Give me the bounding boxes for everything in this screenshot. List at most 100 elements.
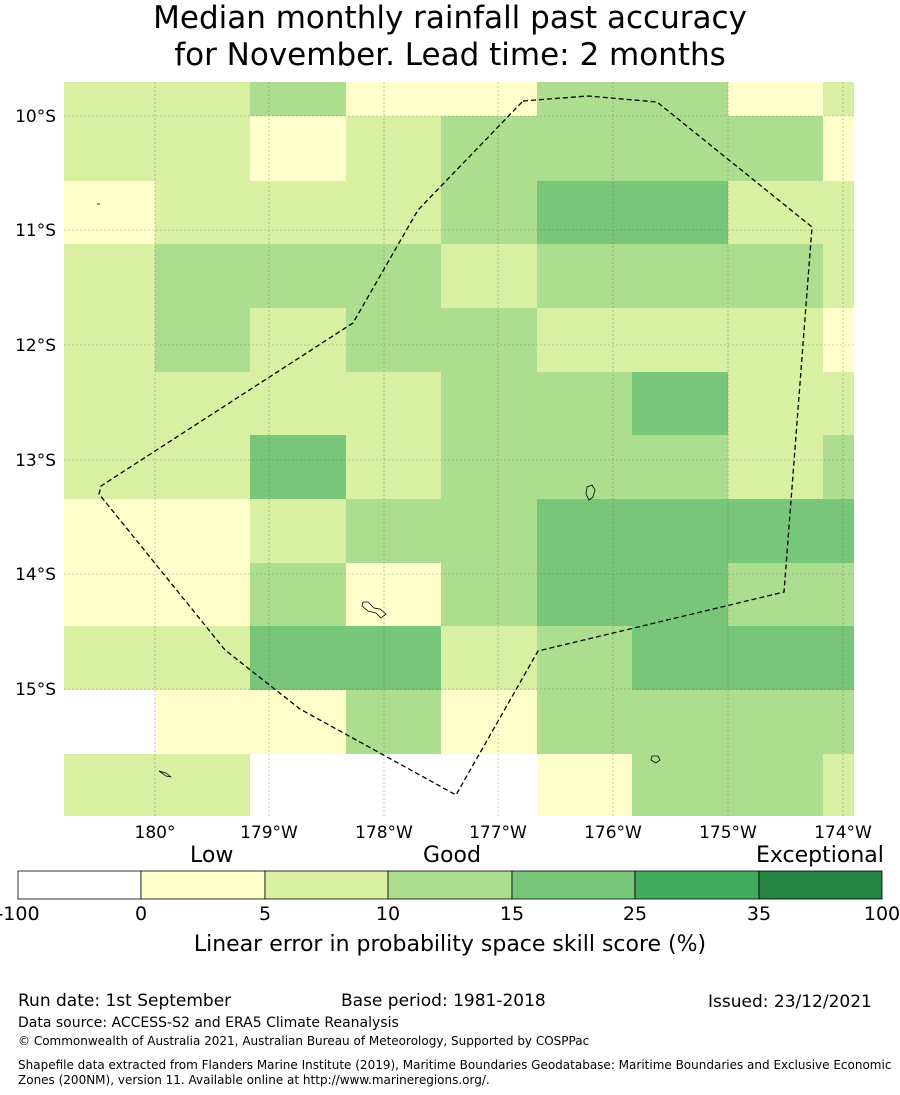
islands	[97, 203, 661, 778]
grid-cell	[64, 244, 155, 308]
shapefile-line-2: Zones (200NM), version 11. Available onl…	[18, 1073, 490, 1087]
island-west	[158, 770, 172, 778]
grid-cell	[346, 116, 441, 181]
longitude-tick-label: 177°W	[469, 823, 527, 843]
grid-cell	[728, 308, 823, 372]
grid-cell	[441, 181, 537, 244]
base-period: Base period: 1981-2018	[341, 991, 546, 1011]
grid-cell	[537, 244, 632, 308]
grid-cell	[728, 181, 823, 244]
grid-cell	[632, 626, 728, 690]
grid-cell	[346, 308, 441, 372]
grid-cell	[155, 244, 250, 308]
grid-cell	[823, 181, 854, 244]
grid-cell	[64, 690, 155, 754]
title-line-2: for November. Lead time: 2 months	[174, 37, 726, 73]
colorbar-segment	[140, 870, 266, 900]
grid-cell	[537, 626, 632, 690]
grid-cell	[823, 499, 854, 563]
longitude-tick-label: 180°	[135, 823, 176, 843]
grid-cell	[155, 82, 250, 116]
latitude-tick-label: 10°S	[15, 107, 56, 127]
issued-date: Issued: 23/12/2021	[708, 992, 872, 1012]
grid-cell	[250, 116, 346, 181]
colorbar-tick-label: 15	[500, 903, 524, 925]
grid-cell	[632, 308, 728, 372]
grid-cell	[632, 244, 728, 308]
grid-cell	[823, 754, 854, 816]
grid-cell	[250, 690, 346, 754]
title-line-1: Median monthly rainfall past accuracy	[153, 0, 747, 36]
grid-cell	[823, 626, 854, 690]
island-atafu-small	[650, 755, 661, 764]
colorbar-tick-label: 0	[135, 903, 147, 925]
data-source: Data source: ACCESS-S2 and ERA5 Climate …	[18, 1015, 399, 1031]
colorbar-tick-label: 5	[259, 903, 271, 925]
grid-cell	[346, 82, 441, 116]
grid-cell	[64, 563, 155, 626]
grid-cell	[728, 435, 823, 499]
grid-cell	[346, 244, 441, 308]
grid-cell	[728, 499, 823, 563]
longitude-tick-label: 176°W	[584, 823, 642, 843]
grid-cell	[250, 181, 346, 244]
grid-cell	[250, 372, 346, 435]
grid-cell	[250, 244, 346, 308]
grid-cell	[537, 82, 632, 116]
grid-cell	[537, 116, 632, 181]
grid-cell	[155, 754, 250, 816]
grid-cell	[64, 82, 155, 116]
grid-cell	[250, 563, 346, 626]
grid-cell	[537, 563, 632, 626]
longitude-tick-label: 178°W	[355, 823, 413, 843]
colorbar-tick-label: -100	[0, 903, 40, 925]
grid-cell	[250, 626, 346, 690]
category-good: Good	[423, 843, 481, 868]
grid-cell	[64, 626, 155, 690]
grid-cell	[346, 563, 441, 626]
grid-cell	[346, 754, 441, 816]
grid-cell	[250, 754, 346, 816]
grid-cell	[155, 181, 250, 244]
grid-cell	[346, 181, 441, 244]
grid-cell	[155, 116, 250, 181]
grid-cell	[632, 754, 728, 816]
grid-cell	[250, 308, 346, 372]
latitude-tick-label: 15°S	[15, 680, 56, 700]
longitude-tick-label: 175°W	[699, 823, 757, 843]
grid-cell	[632, 181, 728, 244]
colorbar-segment	[634, 870, 760, 900]
grid-cell	[155, 690, 250, 754]
map-title: Median monthly rainfall past accuracy fo…	[0, 0, 900, 74]
grid-cell	[537, 372, 632, 435]
grid-cell	[823, 116, 854, 181]
grid-cell	[537, 690, 632, 754]
skill-grid	[64, 82, 854, 816]
grid-cell	[64, 181, 155, 244]
colorbar	[17, 870, 883, 900]
grid-cell	[728, 244, 823, 308]
colorbar-tick-label: 35	[747, 903, 771, 925]
grid-cell	[346, 372, 441, 435]
colorbar-segment	[758, 870, 883, 900]
longitude-tick-label: 179°W	[240, 823, 298, 843]
grid-cell	[632, 563, 728, 626]
grid-cell	[632, 690, 728, 754]
grid-cell	[632, 499, 728, 563]
grid-cell	[441, 754, 537, 816]
grid-cell	[250, 82, 346, 116]
grid-cell	[346, 690, 441, 754]
category-low: Low	[190, 843, 234, 868]
colorbar-segment	[387, 870, 513, 900]
grid-cell	[155, 499, 250, 563]
grid-cell	[441, 82, 537, 116]
copyright: © Commonwealth of Australia 2021, Austra…	[18, 1034, 590, 1048]
grid-cell	[64, 372, 155, 435]
grid-cell	[632, 372, 728, 435]
grid-cell	[823, 435, 854, 499]
grid-cell	[441, 116, 537, 181]
grid-cell	[346, 626, 441, 690]
grid-cell	[441, 626, 537, 690]
grid-cell	[64, 499, 155, 563]
grid-cell	[537, 499, 632, 563]
